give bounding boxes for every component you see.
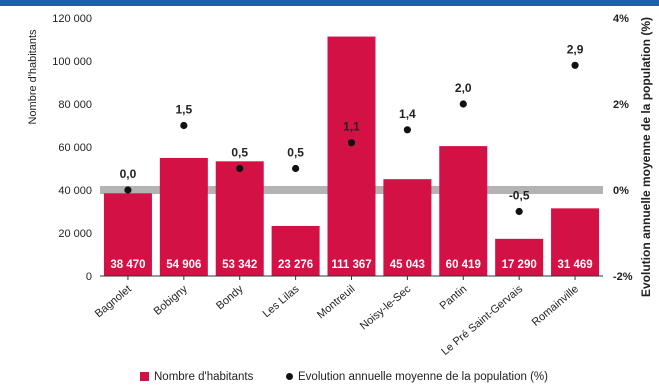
x-category-label: Montreuil [315, 283, 357, 321]
bar [327, 36, 376, 277]
x-category-label: Noisy-le-Sec [358, 283, 414, 333]
data-point [180, 121, 188, 130]
data-point [403, 126, 411, 134]
x-category-label: Bagnolet [93, 283, 134, 320]
data-point [459, 100, 467, 108]
x-category-label: Pantin [438, 283, 470, 312]
bar [439, 146, 488, 276]
point-value-label: -0,5 [509, 189, 530, 203]
y2-tick-label: -2% [613, 271, 633, 283]
chart: 0 20 000 40 000 60 000 80 000 100 000 120 000 -… [27, 13, 653, 358]
bar-value-label: 60 419 [446, 259, 481, 271]
point-value-label: 2,0 [455, 81, 472, 95]
y-axis-title: Nombre d'habitants [27, 29, 39, 125]
point-value-label: 1,4 [399, 107, 416, 121]
bar-value-label: 38 470 [110, 259, 145, 271]
bar-value-label: 54 906 [166, 259, 201, 271]
bar [271, 225, 320, 276]
bar [383, 179, 432, 276]
data-point [236, 164, 244, 173]
bar [551, 208, 600, 276]
point-value-label: 0,5 [287, 146, 304, 160]
bar [103, 193, 152, 276]
point-value-label: 0,0 [120, 167, 137, 181]
bar-value-label: 53 342 [222, 259, 257, 271]
y-tick-label: 20 000 [58, 228, 92, 240]
top-accent-bar [0, 0, 659, 6]
y-tick-label: 60 000 [58, 142, 92, 154]
y-tick-label: 80 000 [58, 99, 92, 111]
bar-value-label: 31 469 [557, 259, 592, 271]
x-category-label: Romainville [530, 283, 581, 329]
bar-value-label: 111 367 [331, 259, 371, 271]
bar-value-label: 45 043 [390, 259, 425, 271]
point-value-label: 2,9 [567, 42, 584, 56]
data-point [515, 207, 523, 216]
x-category-label: Bobigny [152, 283, 191, 318]
bar [159, 157, 208, 276]
x-category-label: Bondy [214, 283, 246, 313]
bar-value-label: 17 290 [502, 259, 537, 271]
point-value-label: 1,5 [175, 103, 192, 117]
x-category-label: Les Lilas [261, 283, 302, 320]
data-point [571, 61, 579, 69]
legend: Nombre d'habitants Evolution annuelle mo… [0, 368, 659, 388]
point-value-label: 1,1 [343, 120, 360, 134]
point-value-label: 0,5 [231, 146, 248, 160]
legend-bar-label: Nombre d'habitants [154, 371, 254, 383]
y2-tick-label: 0% [613, 185, 629, 197]
y2-axis-title: Evolution annuelle moyenne de la populat… [639, 17, 653, 297]
y-tick-label: 100 000 [52, 56, 92, 68]
data-point [124, 186, 132, 194]
bar-value-label: 23 276 [278, 259, 313, 271]
y2-tick-label: 2% [613, 99, 629, 111]
bar [215, 161, 264, 276]
y-tick-label: 120 000 [52, 13, 92, 25]
data-point [292, 164, 300, 173]
bar [495, 238, 544, 276]
y2-tick-label: 4% [613, 13, 629, 25]
legend-dot-label: Evolution annuelle moyenne de la populat… [298, 371, 548, 383]
y-tick-label: 0 [86, 271, 92, 283]
data-point [347, 139, 356, 147]
y-tick-label: 40 000 [58, 185, 92, 197]
legend-bar-swatch [140, 372, 149, 381]
legend-dot-swatch [286, 373, 293, 380]
